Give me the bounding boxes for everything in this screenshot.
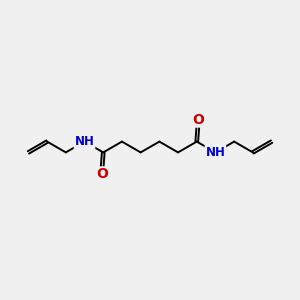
Text: NH: NH [75, 135, 94, 148]
Text: O: O [192, 112, 204, 127]
Text: NH: NH [206, 146, 225, 159]
Text: O: O [96, 167, 108, 182]
